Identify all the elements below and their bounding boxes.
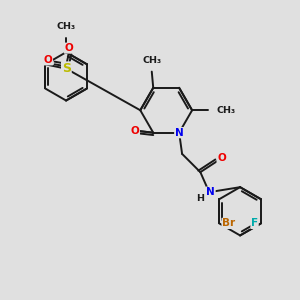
Text: CH₃: CH₃ bbox=[142, 56, 161, 65]
Text: N: N bbox=[206, 187, 215, 197]
Text: H: H bbox=[196, 194, 204, 203]
Text: CH₃: CH₃ bbox=[217, 106, 236, 115]
Text: S: S bbox=[62, 62, 71, 75]
Text: F: F bbox=[251, 218, 258, 228]
Text: O: O bbox=[217, 153, 226, 163]
Text: N: N bbox=[175, 128, 184, 138]
Text: O: O bbox=[64, 43, 73, 53]
Text: O: O bbox=[44, 55, 52, 65]
Text: CH₃: CH₃ bbox=[56, 22, 76, 31]
Text: Br: Br bbox=[222, 218, 235, 228]
Text: O: O bbox=[130, 126, 140, 136]
